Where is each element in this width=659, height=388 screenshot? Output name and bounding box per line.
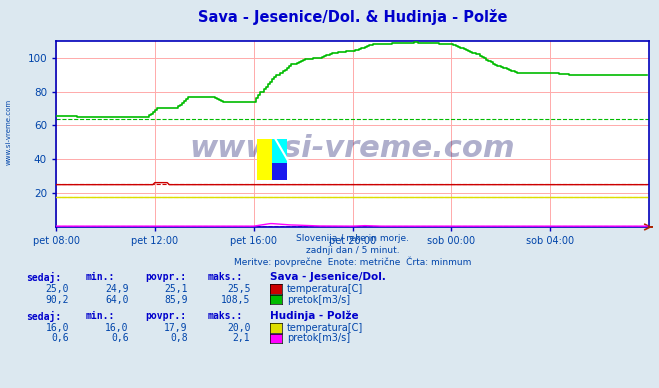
FancyBboxPatch shape — [272, 139, 287, 163]
Text: 85,9: 85,9 — [164, 294, 188, 305]
Text: min.:: min.: — [86, 272, 115, 282]
Text: Sava - Jesenice/Dol. & Hudinja - Polže: Sava - Jesenice/Dol. & Hudinja - Polže — [198, 9, 507, 26]
Text: 0,6: 0,6 — [111, 333, 129, 343]
Text: maks.:: maks.: — [208, 272, 243, 282]
Text: 17,9: 17,9 — [164, 323, 188, 333]
Text: sedaj:: sedaj: — [26, 272, 61, 283]
Text: Slovenija / reke in morje.: Slovenija / reke in morje. — [296, 234, 409, 243]
Text: zadnji dan / 5 minut.: zadnji dan / 5 minut. — [306, 246, 399, 255]
Text: maks.:: maks.: — [208, 311, 243, 321]
Text: 2,1: 2,1 — [233, 333, 250, 343]
Text: www.si-vreme.com: www.si-vreme.com — [190, 134, 515, 163]
Text: 90,2: 90,2 — [45, 294, 69, 305]
Text: temperatura[C]: temperatura[C] — [287, 323, 363, 333]
Text: 64,0: 64,0 — [105, 294, 129, 305]
Text: 25,5: 25,5 — [227, 284, 250, 294]
Text: www.si-vreme.com: www.si-vreme.com — [5, 99, 12, 165]
Text: 16,0: 16,0 — [45, 323, 69, 333]
Text: 0,6: 0,6 — [51, 333, 69, 343]
Text: 20,0: 20,0 — [227, 323, 250, 333]
FancyBboxPatch shape — [258, 139, 272, 180]
Text: min.:: min.: — [86, 311, 115, 321]
Text: 16,0: 16,0 — [105, 323, 129, 333]
Text: Meritve: povprečne  Enote: metrične  Črta: minmum: Meritve: povprečne Enote: metrične Črta:… — [234, 256, 471, 267]
Text: sedaj:: sedaj: — [26, 311, 61, 322]
Text: 24,9: 24,9 — [105, 284, 129, 294]
Text: pretok[m3/s]: pretok[m3/s] — [287, 333, 350, 343]
Text: Hudinja - Polže: Hudinja - Polže — [270, 311, 358, 322]
Text: 25,0: 25,0 — [45, 284, 69, 294]
Text: Sava - Jesenice/Dol.: Sava - Jesenice/Dol. — [270, 272, 386, 282]
Text: 25,1: 25,1 — [164, 284, 188, 294]
FancyBboxPatch shape — [272, 163, 287, 180]
Text: temperatura[C]: temperatura[C] — [287, 284, 363, 294]
Text: 0,8: 0,8 — [170, 333, 188, 343]
Text: povpr.:: povpr.: — [145, 311, 186, 321]
Text: povpr.:: povpr.: — [145, 272, 186, 282]
Text: pretok[m3/s]: pretok[m3/s] — [287, 294, 350, 305]
Text: 108,5: 108,5 — [221, 294, 250, 305]
